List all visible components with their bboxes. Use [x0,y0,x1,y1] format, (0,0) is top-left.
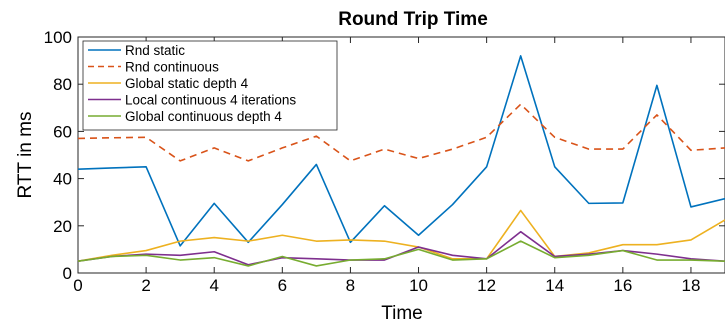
x-tick-label: 4 [209,276,218,295]
y-tick-label: 80 [53,75,72,94]
y-tick-label: 40 [53,170,72,189]
x-tick-label: 10 [409,276,428,295]
legend-entry-rnd-continuous: Rnd continuous [88,60,219,75]
x-axis-label: Time [381,303,423,324]
y-tick-label: 60 [53,122,72,141]
legend-box [82,40,338,131]
tick-layer [77,36,725,274]
y-tick-label: 0 [63,264,72,283]
series-line-rnd-continuous [77,103,725,162]
y-tick-label: 100 [44,28,72,47]
x-tick-label: 14 [545,276,564,295]
x-tick-labels: 0 2 4 6 8 10 12 14 16 18 [73,276,700,295]
series-line-global-static-depth-4 [77,209,725,262]
x-tick-label: 12 [477,276,496,295]
legend-entry-global-continuous-depth-4: Global continuous depth 4 [88,109,282,124]
x-tick-label: 18 [681,276,700,295]
legend-label: Rnd continuous [125,60,219,75]
chart-title: Round Trip Time [338,9,488,30]
legend-entry-global-static-depth-4: Global static depth 4 [88,76,249,91]
y-tick-labels: 0 20 40 60 80 100 [44,28,72,283]
x-tick-label: 2 [141,276,150,295]
series-line-rnd-static [77,55,725,247]
legend-label: Rnd static [125,43,185,58]
y-axis-label: RTT in ms [15,112,36,199]
legend-entry-local-continuous-4-iterations: Local continuous 4 iterations [88,93,296,108]
y-tick-label: 20 [53,217,72,236]
legend-label: Global static depth 4 [125,76,249,91]
legend-entry-rnd-static: Rnd static [88,43,185,58]
legend-label: Global continuous depth 4 [125,109,282,124]
x-tick-label: 0 [73,276,82,295]
x-tick-label: 16 [613,276,632,295]
series-layer [77,55,725,267]
legend-label: Local continuous 4 iterations [125,93,296,108]
x-tick-label: 8 [346,276,355,295]
x-tick-label: 6 [278,276,287,295]
series-line-global-continuous-depth-4 [77,240,725,267]
